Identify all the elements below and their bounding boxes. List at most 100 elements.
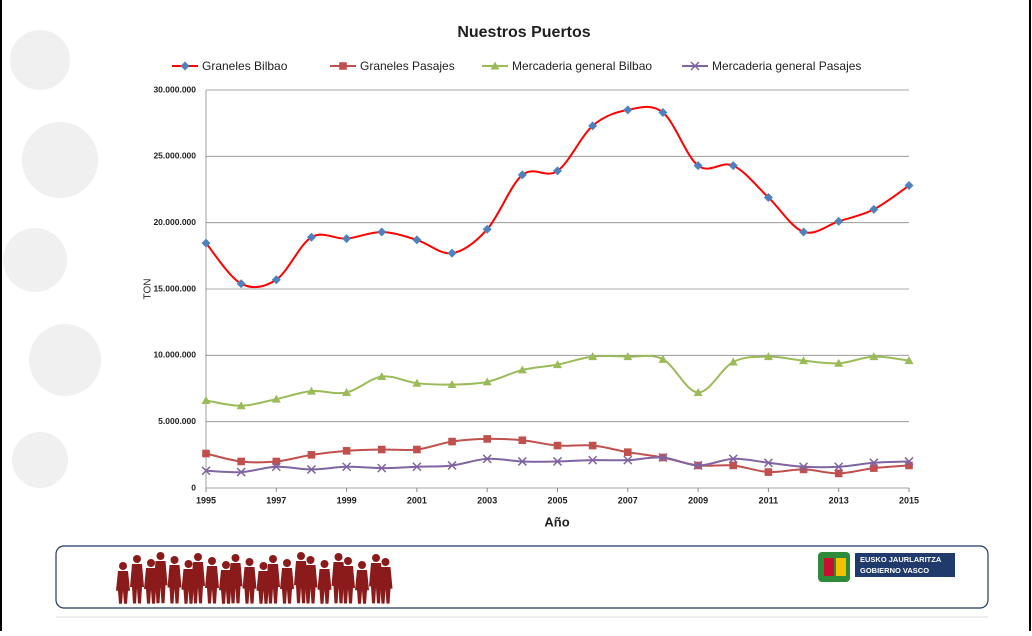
marker <box>272 457 281 466</box>
x-tick-label: 2005 <box>547 495 567 505</box>
marker <box>728 454 738 464</box>
marker <box>271 275 281 285</box>
marker <box>764 468 773 476</box>
series <box>202 435 913 478</box>
person-head <box>133 555 141 563</box>
marker <box>904 181 914 191</box>
person-head <box>334 553 343 561</box>
person-head <box>269 555 277 563</box>
marker <box>904 356 914 365</box>
person-head <box>231 554 240 562</box>
legend-item: Graneles Pasajes <box>330 59 455 73</box>
marker <box>553 166 562 176</box>
marker <box>517 170 527 180</box>
plot-area: 0 5.000.000 10.000.000 15.000.000 20.000.000… <box>153 59 919 505</box>
marker <box>834 469 843 478</box>
person-head <box>320 560 329 568</box>
marker <box>306 232 316 242</box>
marker <box>377 227 387 237</box>
person-body <box>294 561 308 604</box>
marker <box>588 455 598 465</box>
marker <box>201 466 211 476</box>
x-tick-label: 2009 <box>688 495 708 505</box>
x-tick-label: 2015 <box>899 495 919 505</box>
x-tick-label: 2011 <box>759 495 779 505</box>
legend-item: Graneles Bilbao <box>172 59 288 73</box>
person-body <box>130 564 144 604</box>
marker <box>236 401 246 410</box>
y-tick-label: 15.000.000 <box>153 283 196 293</box>
chart-title: Nuestros Puertos <box>457 24 590 41</box>
person-body <box>303 565 318 604</box>
person-head <box>344 557 352 565</box>
person-body <box>317 569 332 604</box>
marker <box>342 447 351 455</box>
marker <box>693 387 703 396</box>
series <box>201 452 914 477</box>
marker <box>201 395 211 404</box>
series <box>201 352 914 410</box>
person-head <box>156 552 165 560</box>
person-body <box>355 570 369 604</box>
person-head <box>147 559 155 567</box>
marker <box>588 352 598 361</box>
person-body <box>369 563 383 604</box>
marker <box>306 464 316 474</box>
marker <box>413 445 421 454</box>
marker <box>448 437 456 446</box>
marker <box>306 386 316 395</box>
person-head <box>208 557 216 565</box>
legend-label: Mercaderia general Pasajes <box>712 59 861 73</box>
marker <box>201 238 211 248</box>
person-head <box>245 558 254 566</box>
marker <box>236 279 246 289</box>
marker <box>728 357 738 366</box>
y-tick-label: 5.000.000 <box>158 416 196 426</box>
marker <box>447 380 457 389</box>
person-head <box>222 561 230 569</box>
person-body <box>167 565 182 604</box>
legend-label: Mercaderia general Bilbao <box>512 59 652 73</box>
marker <box>834 358 844 367</box>
ornament-shape <box>29 324 101 396</box>
y-tick-label: 10.000.000 <box>153 350 196 360</box>
marker <box>658 452 668 463</box>
person-head <box>381 558 390 566</box>
marker <box>377 372 387 381</box>
y-tick-label: 30.000.000 <box>153 84 196 94</box>
person-head <box>297 552 305 560</box>
logo-text: EUSKO JAURLARITZA <box>860 555 942 564</box>
marker <box>482 454 492 464</box>
x-tick-label: 2013 <box>829 495 849 505</box>
person-body <box>280 568 294 604</box>
x-tick-label: 1995 <box>196 495 216 505</box>
legend-marker <box>180 61 190 71</box>
marker <box>623 352 633 361</box>
marker <box>905 461 913 470</box>
ornament-shape <box>12 432 68 488</box>
logo-shield-part <box>824 558 834 576</box>
person-head <box>283 559 291 567</box>
y-tick-label: 25.000.000 <box>153 151 196 161</box>
marker <box>869 204 879 214</box>
ornament-shape <box>22 122 98 198</box>
marker <box>552 456 563 466</box>
marker <box>799 465 808 474</box>
legend-label: Graneles Pasajes <box>360 59 455 73</box>
marker <box>447 248 457 258</box>
ornament-shape <box>10 30 70 90</box>
legend-item: Mercaderia general Bilbao <box>482 59 652 73</box>
person-head <box>372 554 380 562</box>
marker <box>236 467 246 477</box>
person-body <box>266 564 280 604</box>
legend-marker <box>690 61 700 71</box>
person-head <box>170 556 179 564</box>
marker <box>623 105 633 115</box>
series <box>201 105 914 289</box>
marker <box>412 462 422 472</box>
marker <box>869 352 879 361</box>
x-tick-label: 2007 <box>618 495 638 505</box>
marker <box>658 108 668 118</box>
marker <box>342 462 352 472</box>
